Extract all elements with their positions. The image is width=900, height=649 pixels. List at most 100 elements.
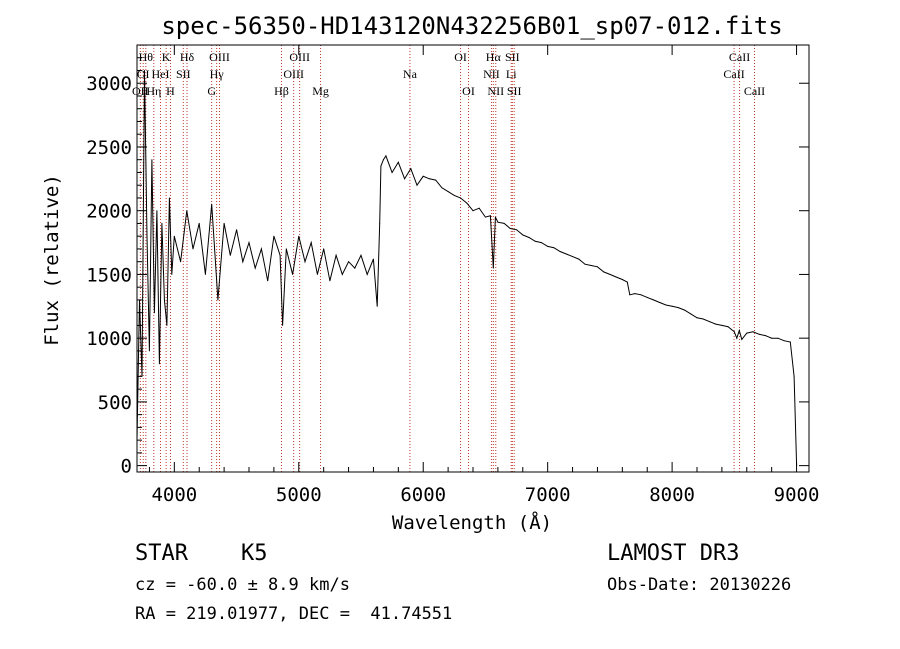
marker-label-12: Hβ bbox=[274, 84, 289, 98]
data-point-78 bbox=[528, 237, 530, 238]
data-point-30 bbox=[267, 280, 269, 282]
marker-label-15: Mg bbox=[312, 84, 329, 98]
data-point-122 bbox=[783, 340, 785, 342]
data-point-101 bbox=[665, 304, 667, 306]
data-point-27 bbox=[248, 242, 250, 244]
data-point-75 bbox=[509, 228, 511, 229]
marker-label-20: Hα bbox=[486, 50, 502, 64]
data-point-48 bbox=[372, 258, 374, 260]
data-point-99 bbox=[652, 299, 654, 301]
data-point-18 bbox=[192, 248, 194, 250]
data-point-3 bbox=[144, 70, 145, 71]
y-tick-label-3: 1500 bbox=[86, 264, 132, 286]
chart-title: spec-56350-HD143120N432256B01_sp07-012.f… bbox=[161, 12, 782, 40]
object-class: STAR bbox=[135, 541, 189, 566]
data-point-14 bbox=[171, 273, 173, 275]
data-point-109 bbox=[715, 323, 717, 325]
data-point-110 bbox=[721, 324, 723, 326]
data-point-117 bbox=[752, 331, 754, 333]
data-point-124 bbox=[793, 375, 795, 377]
data-point-94 bbox=[626, 281, 628, 283]
y-tick-label-5: 2500 bbox=[86, 137, 132, 159]
data-point-112 bbox=[733, 331, 735, 333]
y-tick-label-2: 1000 bbox=[86, 328, 132, 350]
data-point-121 bbox=[777, 337, 779, 339]
data-point-37 bbox=[304, 261, 306, 263]
x-tick-label-4: 8000 bbox=[649, 484, 695, 506]
data-point-119 bbox=[764, 335, 766, 337]
marker-label-25: CaII bbox=[723, 67, 744, 81]
data-point-118 bbox=[758, 333, 760, 335]
marker-label-9: G bbox=[207, 84, 216, 98]
data-point-68 bbox=[478, 207, 480, 209]
data-point-31 bbox=[273, 235, 275, 237]
data-point-40 bbox=[323, 248, 325, 250]
data-point-11 bbox=[163, 299, 165, 301]
data-point-74 bbox=[503, 222, 505, 224]
data-point-25 bbox=[236, 229, 238, 231]
marker-label-1: OI bbox=[137, 67, 150, 81]
marker-label-17: OI bbox=[454, 50, 467, 64]
data-point-96 bbox=[634, 293, 636, 295]
data-point-17 bbox=[186, 210, 188, 212]
data-point-56 bbox=[404, 178, 406, 180]
data-point-107 bbox=[702, 318, 704, 320]
data-point-83 bbox=[559, 251, 561, 252]
x-tick-label-0: 4000 bbox=[151, 484, 197, 506]
survey-name: LAMOST DR3 bbox=[607, 541, 739, 566]
marker-label-7: SII bbox=[176, 67, 191, 81]
data-point-39 bbox=[316, 273, 318, 275]
obs-date: Obs-Date: 20130226 bbox=[607, 575, 791, 595]
data-point-114 bbox=[738, 330, 740, 331]
marker-label-19: NII bbox=[483, 67, 500, 81]
spectral-line-labels: OIIOIHθHηHeIKHSIIHδGHγOIIIHβOIIIOIIIMgNa… bbox=[132, 50, 765, 98]
data-point-115 bbox=[741, 338, 743, 340]
data-point-63 bbox=[447, 191, 449, 193]
spectral-line-markers bbox=[139, 45, 755, 472]
data-point-60 bbox=[428, 178, 430, 180]
data-point-26 bbox=[242, 261, 244, 263]
marker-label-13: OIII bbox=[283, 67, 304, 81]
data-point-32 bbox=[279, 254, 281, 256]
marker-label-3: Hη bbox=[146, 84, 161, 98]
series-spectrum bbox=[136, 70, 798, 466]
data-point-86 bbox=[578, 258, 580, 260]
data-point-44 bbox=[348, 261, 350, 263]
x-axis-label: Wavelength (Å) bbox=[392, 511, 552, 534]
data-point-111 bbox=[727, 326, 729, 328]
data-point-73 bbox=[497, 221, 499, 223]
data-point-52 bbox=[382, 159, 384, 161]
marker-label-14: OIII bbox=[289, 50, 310, 64]
data-point-54 bbox=[391, 172, 393, 173]
data-point-92 bbox=[615, 276, 617, 278]
data-point-67 bbox=[472, 210, 474, 212]
marker-label-16: Na bbox=[403, 67, 418, 81]
data-point-43 bbox=[341, 273, 343, 275]
data-point-79 bbox=[534, 240, 536, 242]
data-point-62 bbox=[441, 187, 443, 189]
marker-label-18: OI bbox=[462, 84, 475, 98]
data-point-102 bbox=[671, 305, 673, 307]
data-point-33 bbox=[282, 324, 284, 326]
data-point-50 bbox=[379, 222, 381, 224]
coordinates: RA = 219.01977, DEC = 41.74551 bbox=[135, 604, 452, 624]
data-point-35 bbox=[292, 273, 294, 275]
data-point-120 bbox=[771, 337, 773, 339]
data-point-24 bbox=[229, 254, 231, 256]
data-point-5 bbox=[148, 350, 150, 352]
data-point-34 bbox=[285, 248, 287, 250]
y-axis: 0 500 1000 1500 2000 2500 3000 bbox=[86, 57, 809, 478]
y-tick-label-4: 2000 bbox=[86, 201, 132, 223]
y-tick-label-6: 3000 bbox=[86, 73, 132, 95]
marker-label-24: SII bbox=[507, 84, 522, 98]
data-point-42 bbox=[335, 254, 337, 256]
data-point-57 bbox=[410, 168, 412, 170]
data-point-85 bbox=[572, 256, 574, 258]
data-point-13 bbox=[168, 197, 170, 199]
data-point-88 bbox=[590, 265, 592, 266]
marker-label-4: HeI bbox=[152, 67, 170, 81]
marker-label-23: SII bbox=[505, 50, 520, 64]
data-point-51 bbox=[380, 165, 382, 167]
data-point-100 bbox=[659, 302, 661, 303]
data-point-23 bbox=[223, 222, 225, 224]
